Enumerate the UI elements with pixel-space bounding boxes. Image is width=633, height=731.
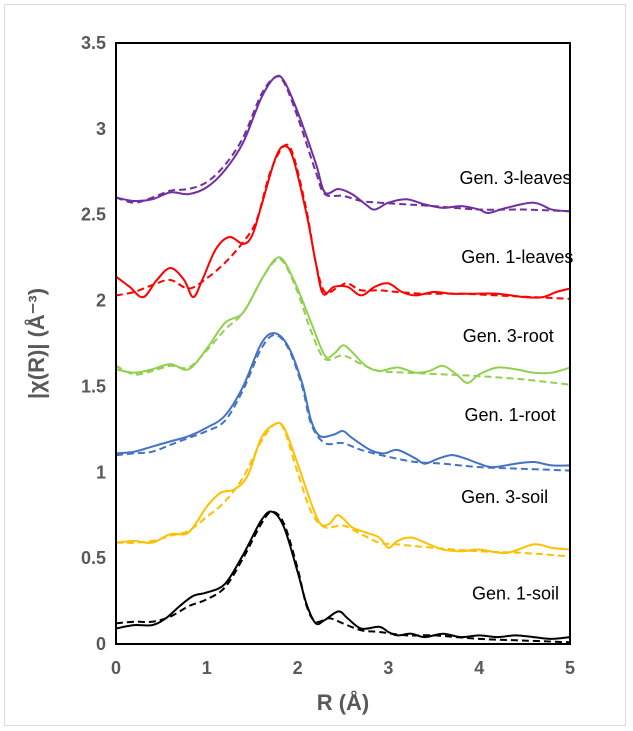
series-line-dashed — [115, 333, 571, 472]
x-tick-labels: 0 1 2 3 4 5 — [111, 658, 575, 678]
series-line-dashed — [115, 257, 571, 386]
series-label: Gen. 1-leaves — [461, 247, 573, 267]
series-label: Gen. 3-leaves — [459, 168, 571, 188]
series-line-dashed — [115, 421, 571, 558]
series-line-solid — [115, 510, 571, 640]
series-label: Gen. 1-root — [465, 405, 556, 425]
y-tick-label: 1.5 — [81, 376, 106, 396]
series-gen-1-leaves — [115, 143, 571, 300]
series-label-layer: Gen. 3-leaves Gen. 1-leaves Gen. 3-root Gen… — [459, 168, 573, 604]
x-tick-label: 2 — [293, 658, 303, 678]
series-line-solid — [115, 332, 571, 469]
series-gen-3-leaves — [115, 74, 571, 215]
series-label: Gen. 3-soil — [461, 487, 548, 507]
y-tick-labels: 0 0.5 1 1.5 2 2.5 3 3.5 — [81, 33, 106, 654]
series-gen-1-root — [115, 332, 571, 472]
x-tick-label: 1 — [202, 658, 212, 678]
x-tick-label: 5 — [565, 658, 575, 678]
series-label: Gen. 1-soil — [472, 583, 559, 603]
x-axis-title: R (Å) — [317, 689, 370, 715]
y-tick-label: 2 — [96, 291, 106, 311]
x-tick-label: 0 — [111, 658, 121, 678]
y-tick-label: 2.5 — [81, 205, 106, 225]
series-layer — [115, 74, 571, 644]
series-gen-3-soil — [115, 421, 571, 558]
x-tick-label: 3 — [383, 658, 393, 678]
series-line-solid — [115, 74, 571, 215]
series-gen-1-soil — [115, 510, 571, 644]
y-tick-label: 0.5 — [81, 548, 106, 568]
y-tick-label: 3.5 — [81, 33, 106, 53]
plot-area-border — [115, 42, 571, 645]
y-tick-label: 0 — [96, 634, 106, 654]
series-line-solid — [115, 256, 571, 384]
y-axis-title: |χ(R)| (Å⁻³) — [23, 288, 49, 399]
series-label: Gen. 3-root — [463, 326, 554, 346]
series-line-solid — [115, 421, 571, 555]
y-tick-label: 3 — [96, 119, 106, 139]
series-line-dashed — [115, 143, 571, 300]
chart-frame — [4, 4, 626, 726]
series-gen-3-root — [115, 256, 571, 386]
series-line-dashed — [115, 510, 571, 644]
y-tick-label: 1 — [96, 462, 106, 482]
x-tick-label: 4 — [474, 658, 484, 678]
series-line-dashed — [115, 75, 571, 213]
